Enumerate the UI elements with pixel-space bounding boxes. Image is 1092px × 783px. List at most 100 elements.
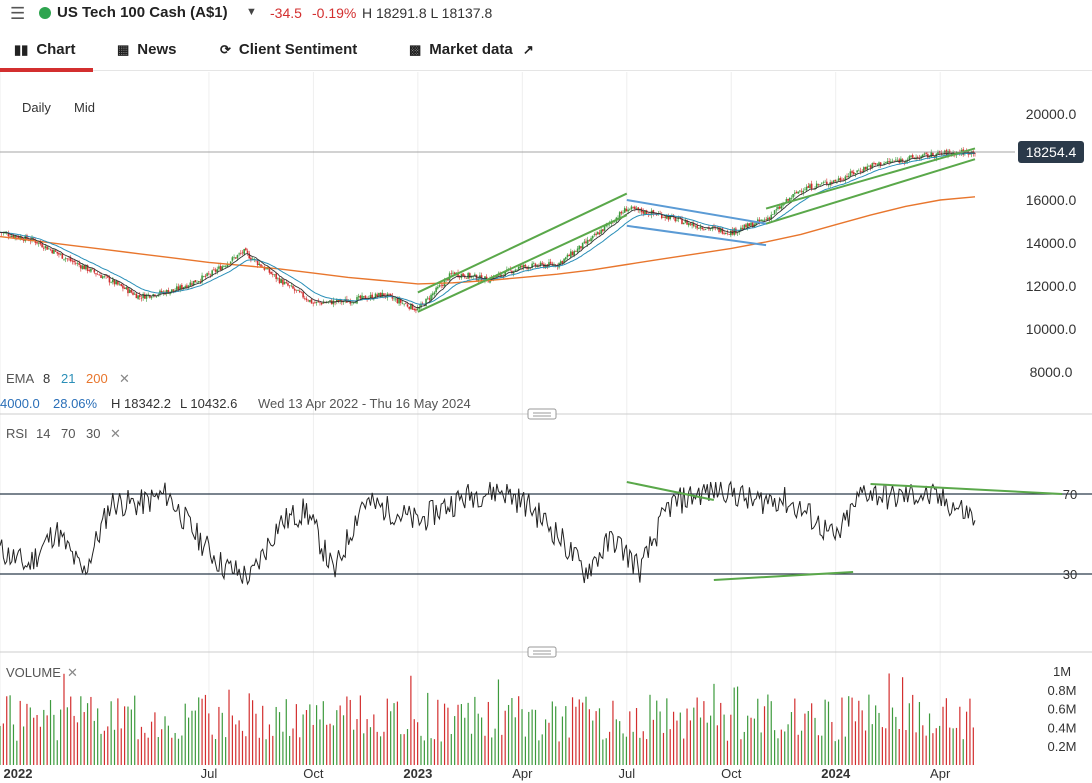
volume-bar: [649, 694, 651, 765]
candle-body: [736, 231, 739, 234]
close-icon[interactable]: ✕: [110, 426, 121, 441]
candle-body: [379, 292, 382, 298]
volume-bar: [137, 739, 139, 765]
candle-body: [437, 286, 439, 289]
interval-select[interactable]: Daily: [22, 100, 51, 115]
volume-bar: [710, 715, 712, 765]
volume-bar: [76, 722, 79, 765]
candle-body: [155, 295, 158, 297]
candle-body: [329, 300, 331, 302]
volume-bar: [686, 708, 688, 765]
candle-body: [723, 233, 725, 234]
volume-bar: [100, 733, 102, 765]
volume-bar: [204, 694, 207, 765]
volume-bar: [366, 719, 368, 765]
candle-body: [874, 163, 877, 165]
candle-body: [398, 299, 400, 304]
candle-body: [861, 171, 863, 173]
volume-bar: [80, 696, 82, 765]
volume-bar: [487, 701, 489, 765]
volume-bar: [592, 720, 594, 765]
candle-body: [573, 251, 576, 256]
candle-body: [273, 274, 276, 276]
volume-bar: [848, 696, 850, 765]
resize-handle-icon[interactable]: [527, 408, 557, 420]
ema21-line: [0, 152, 975, 305]
candle-body: [871, 163, 874, 168]
candle-body: [652, 210, 655, 214]
volume-axis: 1M 0.8M 0.6M 0.4M 0.2M: [1048, 664, 1077, 754]
candle-body: [388, 293, 390, 295]
volume-bar: [342, 715, 345, 765]
candle-body: [19, 236, 22, 239]
candle-body: [549, 261, 552, 264]
volume-tick-label: 0.6M: [1048, 702, 1077, 717]
candle-body: [337, 299, 340, 302]
volume-bar: [878, 712, 880, 765]
chevron-down-icon[interactable]: ▼: [246, 6, 257, 18]
candle-body: [780, 205, 783, 209]
volume-bar: [908, 703, 910, 765]
volume-bar: [821, 735, 823, 765]
volume-bar: [730, 714, 732, 765]
volume-bar: [720, 702, 722, 765]
rsi-trend-lines[interactable]: [626, 481, 1063, 581]
volume-bar: [346, 696, 348, 765]
candle-body: [585, 241, 587, 244]
candle-body: [223, 265, 225, 267]
volume-bar: [534, 709, 537, 765]
volume-bar: [29, 707, 31, 765]
close-icon[interactable]: ✕: [67, 665, 78, 680]
candle-body: [302, 292, 304, 298]
resize-handle-icon[interactable]: [527, 646, 557, 658]
candle-body: [278, 278, 281, 284]
candle-body: [265, 268, 267, 270]
volume-bar: [619, 721, 621, 765]
volume-bar: [925, 735, 927, 765]
volume-bar: [949, 727, 951, 765]
volume-bar: [625, 736, 628, 765]
hamburger-icon[interactable]: ☰: [10, 4, 26, 23]
volume-bar: [245, 736, 247, 765]
candle-body: [71, 260, 74, 262]
tab-chart[interactable]: ▮▮ Chart: [0, 32, 94, 72]
volume-bar: [763, 706, 766, 765]
candle-body: [376, 294, 379, 297]
price-type-select[interactable]: Mid: [74, 100, 95, 115]
candle-body: [809, 184, 811, 189]
candle-body: [401, 302, 404, 304]
candle-body: [46, 246, 48, 250]
tab-bar: ▮▮ Chart ▦ News ⟳ Client Sentiment ▩ Market …: [0, 32, 1092, 72]
price-tick-label: 12000.0: [1026, 278, 1077, 294]
candle-body: [541, 262, 544, 264]
candle-body: [868, 165, 870, 167]
candle-body: [150, 297, 153, 299]
tab-market-data[interactable]: ▩ Market data ↗: [409, 32, 534, 68]
volume-bar: [481, 717, 483, 765]
candle-body: [618, 212, 621, 219]
candle-body: [595, 233, 597, 235]
candle-body: [447, 278, 449, 281]
tab-news[interactable]: ▦ News: [117, 32, 176, 68]
volume-bar: [683, 738, 685, 765]
trend-lines[interactable]: [417, 147, 976, 313]
candle-body: [415, 309, 417, 311]
candle-body: [260, 264, 262, 267]
candle-body: [325, 302, 328, 304]
candle-body: [533, 263, 535, 264]
volume-bar: [750, 717, 752, 765]
instrument-name[interactable]: US Tech 100 Cash (A$1): [57, 4, 228, 21]
volume-bar: [662, 732, 665, 765]
close-icon[interactable]: ✕: [119, 371, 130, 386]
candle-body: [108, 277, 111, 283]
volume-bar: [127, 706, 129, 765]
tab-client-sentiment[interactable]: ⟳ Client Sentiment: [220, 32, 357, 68]
volume-bar: [804, 713, 806, 765]
candle-body: [63, 258, 65, 260]
volume-bar: [770, 701, 772, 765]
candle-body: [751, 222, 754, 228]
candle-body: [637, 207, 640, 211]
candle-body: [73, 260, 75, 263]
candle-body: [411, 304, 414, 310]
